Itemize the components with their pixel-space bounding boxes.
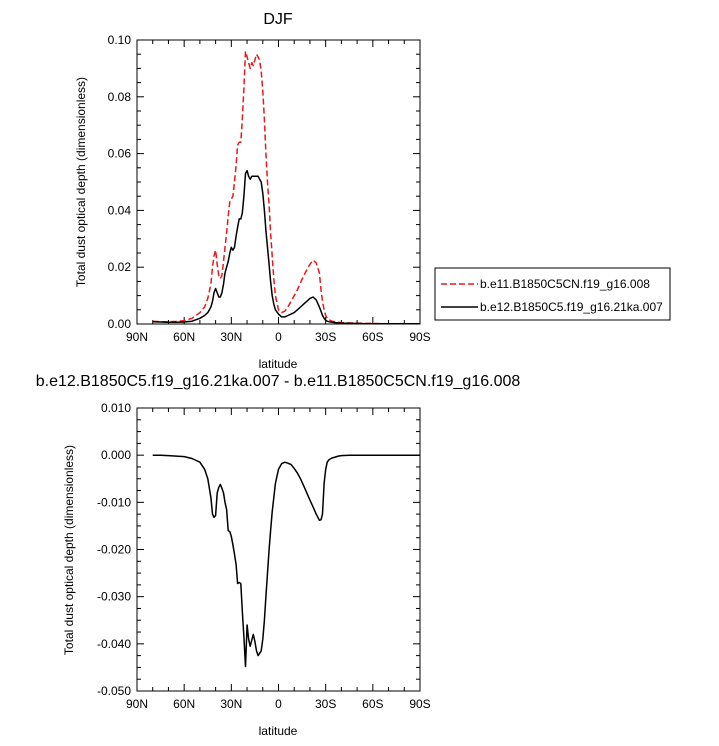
- y-tick-label: -0.010: [97, 495, 131, 509]
- top-chart: DJF 90N 60N 30N 0 30S 60S 90S 0.00 0.02 0.04 0.06 0…: [74, 11, 671, 371]
- x-tick-label: 60N: [173, 330, 195, 344]
- x-tick-label: 0: [275, 697, 282, 711]
- bottom-x-axis-label: latitude: [259, 724, 298, 738]
- x-tick-label: 60N: [173, 697, 195, 711]
- y-tick-label: 0.08: [108, 90, 132, 104]
- y-tick-label: -0.040: [97, 637, 131, 651]
- plot-frame: [136, 407, 421, 692]
- top-plot-area: 90N 60N 30N 0 30S 60S 90S 0.00 0.02 0.04 0.06 0.08 0…: [108, 33, 431, 344]
- x-tick-label: 90S: [409, 697, 430, 711]
- series-line-0: [152, 454, 420, 668]
- y-tick-label: 0.06: [108, 147, 132, 161]
- top-y-axis-label: Total dust optical depth (dimensionless): [74, 77, 88, 287]
- y-tick-label: 0.04: [108, 203, 132, 217]
- x-tick-label: 90S: [409, 330, 430, 344]
- y-tick-label: -0.020: [97, 543, 131, 557]
- y-tick-label: 0.00: [108, 317, 132, 331]
- y-tick-label: 0.010: [101, 401, 131, 415]
- x-tick-label: 30S: [315, 697, 336, 711]
- y-tick-label: 0.02: [108, 260, 132, 274]
- x-tick-label: 30N: [220, 697, 242, 711]
- y-tick-label: -0.030: [97, 590, 131, 604]
- x-tick-label: 90N: [126, 330, 148, 344]
- x-tick-label: 60S: [362, 697, 383, 711]
- bottom-plot-area: 90N 60N 30N 0 30S 60S 90S 0.010 0.000 -0.010 -0.02…: [97, 401, 431, 711]
- x-tick-label: 30N: [220, 330, 242, 344]
- bottom-chart: b.e12.B1850C5.f19_g16.21ka.007 - b.e11.B…: [36, 373, 521, 738]
- y-tick-label: 0.000: [101, 448, 131, 462]
- plot-frame: [136, 39, 421, 325]
- x-tick-label: 0: [275, 330, 282, 344]
- bottom-chart-title: b.e12.B1850C5.f19_g16.21ka.007 - b.e11.B…: [36, 373, 521, 390]
- top-chart-title: DJF: [263, 11, 293, 28]
- bottom-y-axis-label: Total dust optical depth (dimensionless): [62, 445, 76, 655]
- legend: b.e11.B1850C5CN.f19_g16.008 b.e12.B1850C…: [434, 267, 671, 321]
- legend-label-2: b.e12.B1850C5.f19_g16.21ka.007: [480, 300, 663, 314]
- x-tick-label: 90N: [126, 697, 148, 711]
- x-tick-label: 30S: [315, 330, 336, 344]
- y-tick-label: -0.050: [97, 684, 131, 698]
- legend-box: [434, 267, 671, 321]
- legend-label-1: b.e11.B1850C5CN.f19_g16.008: [480, 277, 650, 291]
- series-line-0: [152, 50, 420, 325]
- x-tick-label: 60S: [362, 330, 383, 344]
- series-line-1: [152, 169, 420, 325]
- y-tick-label: 0.10: [108, 33, 132, 47]
- top-x-axis-label: latitude: [259, 357, 298, 371]
